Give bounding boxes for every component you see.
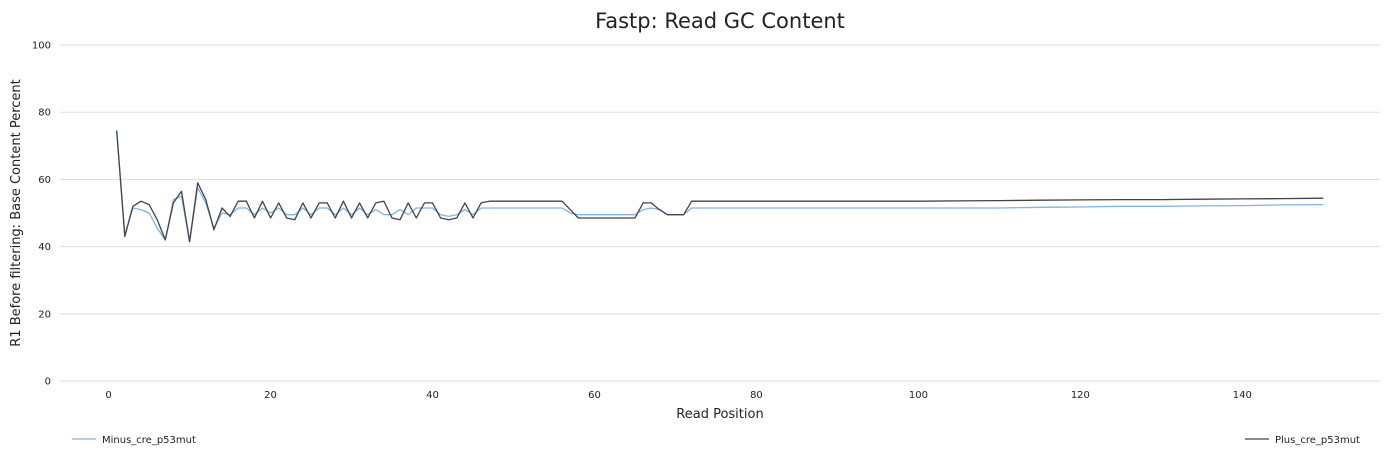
series-line-plus-cre-p53mut[interactable] (116, 130, 1324, 243)
y-axis-ticks: 0 20 40 60 80 100 (32, 41, 51, 388)
y-tick-label: 20 (38, 309, 51, 320)
legend-item[interactable]: Plus_cre_p53mut (1245, 435, 1360, 446)
x-axis-ticks: 0 20 40 60 80 100 120 140 (105, 390, 1251, 401)
chart-title: Fastp: Read GC Content (595, 9, 845, 33)
series-lines (116, 130, 1324, 243)
series-line-minus-cre-p53mut[interactable] (116, 130, 1324, 243)
legend[interactable]: Minus_cre_p53mut Plus_cre_p53mut (72, 435, 1360, 446)
x-tick-label: 100 (909, 390, 928, 401)
y-tick-label: 80 (38, 108, 51, 119)
x-axis-title: Read Position (676, 407, 763, 422)
x-tick-label: 40 (426, 390, 439, 401)
x-tick-label: 80 (750, 390, 763, 401)
y-tick-label: 60 (38, 175, 51, 186)
x-tick-label: 60 (588, 390, 601, 401)
grid-lines (60, 44, 1380, 382)
y-tick-label: 100 (32, 41, 51, 52)
x-tick-label: 120 (1071, 390, 1090, 401)
y-axis-title: R1 Before filtering: Base Content Percen… (9, 79, 24, 346)
x-tick-label: 0 (105, 390, 111, 401)
x-tick-label: 140 (1233, 390, 1252, 401)
y-tick-label: 40 (38, 242, 51, 253)
y-tick-label: 0 (45, 377, 51, 388)
legend-label: Minus_cre_p53mut (102, 435, 196, 446)
x-tick-label: 20 (264, 390, 277, 401)
legend-label: Plus_cre_p53mut (1275, 435, 1360, 446)
legend-item[interactable]: Minus_cre_p53mut (72, 435, 196, 446)
